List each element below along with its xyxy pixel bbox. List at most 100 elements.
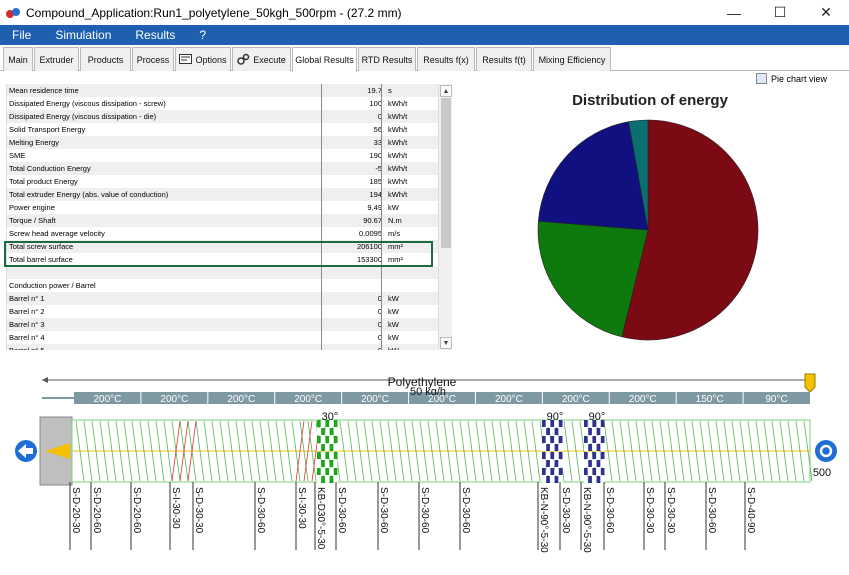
screw-flight <box>731 420 741 482</box>
kneading-block-30 <box>325 452 330 459</box>
pie-chart-view-checkbox[interactable]: Pie chart view <box>756 73 827 84</box>
tab-extruder[interactable]: Extruder <box>34 47 79 71</box>
pie-slice <box>538 121 649 231</box>
table-row: Total screw surface 206100 mm² <box>7 240 438 253</box>
tab-label: Global Results <box>295 55 354 65</box>
screw-flight <box>795 420 805 482</box>
feed-arrow <box>45 443 70 459</box>
row-unit: kWh/t <box>388 164 408 173</box>
screw-flight <box>99 420 109 482</box>
minimize-button[interactable]: — <box>727 4 741 21</box>
screw-flight <box>91 420 101 482</box>
screw-element-label: S-D-30-60 <box>460 487 471 534</box>
tab-results-ft[interactable]: Results f(t) <box>476 47 532 71</box>
row-label: Barrel n° 1 <box>9 294 45 303</box>
menu-help[interactable]: ? <box>199 28 207 42</box>
screw-flight <box>155 420 165 482</box>
barrel-temperature: 200°C <box>629 394 657 405</box>
screw-flight <box>659 420 669 482</box>
kneading-block-90 <box>542 420 546 427</box>
kneading-block-30 <box>325 428 330 435</box>
kneading-block-90 <box>546 452 550 459</box>
kneading-block-90 <box>558 468 563 475</box>
tab-label: Options <box>195 54 227 65</box>
row-value: 19.7 <box>367 86 382 95</box>
tab-main[interactable]: Main <box>3 47 33 71</box>
kneading-block-90 <box>554 452 559 459</box>
maximize-button[interactable]: ☐ <box>773 4 787 20</box>
row-value: 0 <box>378 344 382 350</box>
tab-products[interactable]: Products <box>80 47 131 71</box>
kneading-block-90 <box>542 428 546 435</box>
row-unit: kWh/t <box>388 99 408 108</box>
screw-flight <box>123 420 133 482</box>
tab-options[interactable]: Options <box>175 47 231 71</box>
screw-flight <box>403 420 413 482</box>
tab-process[interactable]: Process <box>132 47 174 71</box>
scroll-thumb[interactable] <box>441 98 451 248</box>
menu-results[interactable]: Results <box>135 28 176 42</box>
barrel-temperature: 200°C <box>227 394 255 405</box>
row-unit: N.m <box>388 216 402 225</box>
screw-flight <box>755 420 765 482</box>
tab-label: Results f(x) <box>423 54 469 65</box>
kneading-block-30 <box>325 420 330 427</box>
kneading-block-90 <box>584 452 588 459</box>
row-unit: kWh/t <box>388 125 408 134</box>
options-icon <box>179 53 193 66</box>
menu-simulation[interactable]: Simulation <box>55 28 112 42</box>
kneading-block-90 <box>546 468 550 475</box>
kneading-block-30 <box>329 444 334 451</box>
table-row: Torque / Shaft 90.67 N.m <box>7 214 438 227</box>
row-label: Power engine <box>9 203 55 212</box>
row-label: Barrel n° 5 <box>9 344 45 350</box>
kneading-block-90 <box>550 476 555 483</box>
row-label: Total Conduction Energy <box>9 164 91 173</box>
kneading-block-90 <box>542 444 546 451</box>
checkbox-box[interactable] <box>756 73 767 84</box>
screw-flight <box>683 420 693 482</box>
reverse-screw-flight <box>179 420 189 482</box>
screw-element-label: S-D-40-90 <box>745 487 756 534</box>
title-bar: Compound_Application:Run1_polyetylene_50… <box>0 0 849 25</box>
tab-execute[interactable]: Execute <box>232 47 291 71</box>
menu-file[interactable]: File <box>12 28 32 42</box>
table-row: Power engine 9.49 kW <box>7 201 438 214</box>
screw-element-label: S-D-20-60 <box>131 487 142 534</box>
screw-flight <box>291 420 301 482</box>
flow-rate-label: 50 kg/h <box>410 386 446 398</box>
kneading-block-90 <box>596 452 601 459</box>
kneading-block-30 <box>321 452 325 459</box>
screw-element-label: KB-D30°-5-30 <box>315 487 326 550</box>
tab-rtd-results[interactable]: RTD Results <box>358 47 416 71</box>
tab-results-fx[interactable]: Results f(x) <box>417 47 475 71</box>
reverse-screw-flight <box>171 420 181 482</box>
scroll-down-arrow[interactable]: ▼ <box>440 337 452 349</box>
table-row: SME 190 kWh/t <box>7 149 438 162</box>
gears-icon <box>237 53 250 67</box>
screw-element-label: S-D-30-30 <box>665 487 676 534</box>
table-row: Solid Transport Energy 56 kWh/t <box>7 123 438 136</box>
screw-flight <box>667 420 677 482</box>
row-value: -5 <box>375 164 382 173</box>
kneading-block-90 <box>558 460 563 467</box>
tab-mixing-efficiency[interactable]: Mixing Efficiency <box>533 47 611 71</box>
barrel-temperature: 200°C <box>562 394 590 405</box>
kneading-block-30 <box>321 476 325 483</box>
row-label: Total product Energy <box>9 177 78 186</box>
screw-flight <box>267 420 277 482</box>
kneading-block-30 <box>317 476 321 483</box>
scroll-up-arrow[interactable]: ▲ <box>440 85 452 97</box>
tab-global-results[interactable]: Global Results <box>292 47 357 72</box>
table-row: Mean residence time 19.7 s <box>7 84 438 97</box>
barrel-temperature: 200°C <box>361 394 389 405</box>
screw-flight <box>275 420 285 482</box>
close-button[interactable]: ✕ <box>820 4 832 20</box>
row-value: 33 <box>373 138 382 147</box>
screw-flight <box>131 420 141 482</box>
kneading-block-90 <box>588 476 592 483</box>
table-scrollbar[interactable]: ▲ ▼ <box>438 84 452 350</box>
table-row: Dissipated Energy (viscous dissipation -… <box>7 110 438 123</box>
surface-highlight-box <box>4 241 433 267</box>
kneading-block-30 <box>325 460 330 467</box>
